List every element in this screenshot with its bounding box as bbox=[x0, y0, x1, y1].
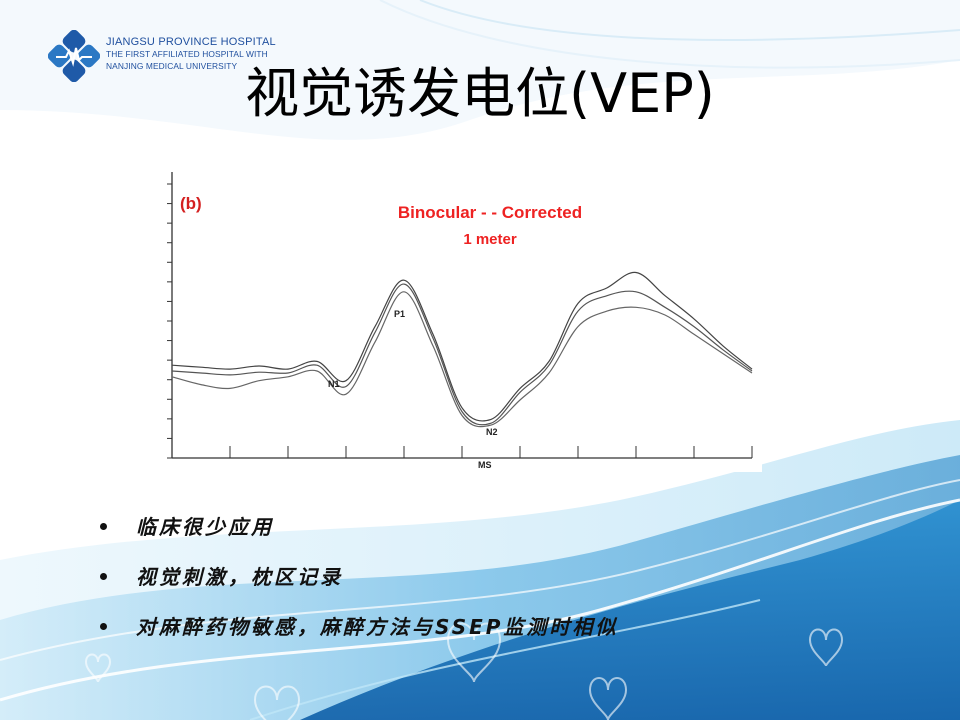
hospital-logo: JIANGSU PROVINCE HOSPITAL THE FIRST AFFI… bbox=[48, 30, 288, 82]
chart-subtitle: 1 meter bbox=[463, 231, 517, 248]
vep-waveform-chart bbox=[167, 172, 753, 459]
bullet-item: 视觉刺激，枕区记录 bbox=[100, 560, 618, 610]
hospital-emblem-icon bbox=[48, 30, 100, 82]
slide-title: 视觉诱发电位(VEP) bbox=[245, 62, 715, 125]
bullet-item: 临床很少应用 bbox=[100, 510, 618, 560]
bullet-text: 临床很少应用 bbox=[136, 515, 274, 539]
bullet-dot-icon bbox=[100, 623, 107, 630]
bullet-text: 视觉刺激，枕区记录 bbox=[136, 565, 343, 589]
bullet-dot-icon bbox=[100, 523, 107, 530]
peak-label-ms: MS bbox=[478, 460, 492, 470]
bullet-dot-icon bbox=[100, 573, 107, 580]
vep-trace-2 bbox=[171, 283, 753, 426]
peak-label-n2: N2 bbox=[486, 427, 498, 437]
peak-label-n1: N1 bbox=[328, 379, 340, 389]
logo-line-1: JIANGSU PROVINCE HOSPITAL bbox=[106, 36, 276, 48]
vep-figure: (b) Binocular - - Corrected 1 meter P1 N… bbox=[160, 168, 762, 472]
bullet-item: 对麻醉药物敏感，麻醉方法与SSEP监测时相似 bbox=[100, 610, 618, 660]
vep-trace-1 bbox=[171, 271, 753, 422]
logo-line-3: NANJING MEDICAL UNIVERSITY bbox=[106, 61, 238, 71]
logo-line-2: THE FIRST AFFILIATED HOSPITAL WITH bbox=[106, 49, 268, 59]
bullet-text: 对麻醉药物敏感，麻醉方法与SSEP监测时相似 bbox=[136, 615, 619, 639]
vep-trace-3 bbox=[171, 291, 753, 428]
panel-label: (b) bbox=[180, 194, 202, 213]
bullet-list: 临床很少应用 视觉刺激，枕区记录 对麻醉药物敏感，麻醉方法与SSEP监测时相似 bbox=[100, 510, 618, 660]
logo-text: JIANGSU PROVINCE HOSPITAL THE FIRST AFFI… bbox=[106, 36, 276, 72]
chart-title: Binocular - - Corrected bbox=[397, 203, 583, 222]
peak-label-p1: P1 bbox=[394, 309, 406, 319]
